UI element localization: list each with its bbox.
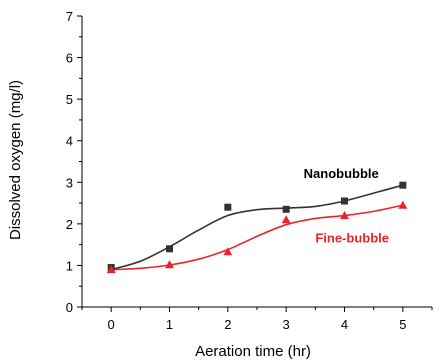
x-tick-label: 0 <box>108 317 115 332</box>
y-tick-label: 6 <box>66 51 73 66</box>
nanobubble-point <box>166 245 173 253</box>
fit-curves <box>110 184 404 271</box>
x-tick-label: 3 <box>283 317 290 332</box>
nanobubble-annotation: Nanobubble <box>304 166 379 181</box>
nanobubble-point <box>282 205 290 213</box>
y-tick-label: 5 <box>66 92 73 107</box>
y-tick-label: 2 <box>66 217 73 232</box>
labels: Aeration time (hr) Dissolved oxygen (mg/… <box>7 80 389 360</box>
nanobubble-point <box>399 181 407 189</box>
data-markers <box>106 181 408 274</box>
fine-bubble-point <box>223 247 233 256</box>
y-tick-label: 7 <box>66 9 73 24</box>
y-tick-label: 3 <box>66 175 73 190</box>
axes: 0 1 2 3 4 5 0 1 2 3 4 5 6 7 <box>66 9 433 332</box>
x-axis-title: Aeration time (hr) <box>195 343 311 360</box>
x-tick-label: 1 <box>166 317 173 332</box>
fine-bubble-point <box>398 200 408 209</box>
nanobubble-point <box>224 203 232 211</box>
fine-bubble-annotation: Fine-bubble <box>315 231 389 246</box>
y-axis-title: Dissolved oxygen (mg/l) <box>7 80 24 240</box>
fine-bubble-fit-line <box>111 204 403 271</box>
x-tick-label: 2 <box>224 317 231 332</box>
x-tick-label: 4 <box>341 317 348 332</box>
fine-bubble-point <box>281 215 291 224</box>
nanobubble-point <box>341 197 348 205</box>
fine-bubble-point <box>165 260 174 269</box>
y-tick-label: 1 <box>66 258 73 273</box>
x-tick-label: 5 <box>399 317 406 332</box>
fine-bubble-point <box>340 211 349 220</box>
y-tick-label: 4 <box>66 134 73 149</box>
nanobubble-fit-line <box>110 184 404 271</box>
fine-bubble-point <box>106 265 116 274</box>
y-tick-label: 0 <box>66 300 73 315</box>
